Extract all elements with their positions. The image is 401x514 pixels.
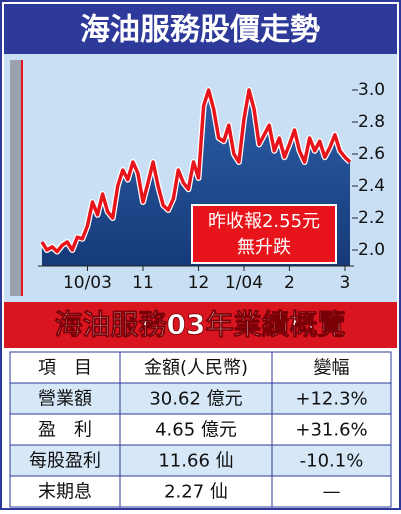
table-cell: 盈 利 bbox=[38, 420, 92, 441]
line bbox=[40, 88, 352, 254]
annotation: 昨收報2.55元 bbox=[208, 211, 320, 232]
y-tick-label: 2.8 bbox=[358, 112, 385, 132]
table-cell: 項 目 bbox=[38, 358, 92, 379]
x-tick-label: 11 bbox=[132, 273, 154, 293]
table-row bbox=[9, 475, 392, 508]
table-cell: 4.65 億元 bbox=[155, 420, 237, 441]
table-cell: +31.6% bbox=[295, 420, 367, 441]
table-cell: 30.62 億元 bbox=[149, 389, 242, 410]
annotation: 無升跌 bbox=[237, 237, 291, 258]
title-bar bbox=[4, 4, 397, 54]
table-cell: 營業額 bbox=[38, 389, 92, 410]
x-tick-label: 2 bbox=[284, 273, 295, 293]
x-tick-label: 10/03 bbox=[63, 273, 112, 293]
table-title: 海油服務03年業績概覽 bbox=[55, 308, 346, 341]
table-cell: 11.66 仙 bbox=[158, 451, 233, 472]
table-cell: 末期息 bbox=[38, 482, 92, 503]
table-cell: 金額(人民幣) bbox=[144, 358, 248, 379]
y-tick-label: 3.0 bbox=[358, 80, 385, 100]
table-title-bar bbox=[4, 302, 397, 348]
table-cell: +12.3% bbox=[295, 389, 367, 410]
side-strip bbox=[10, 60, 22, 296]
table-cell: 變幅 bbox=[314, 358, 350, 379]
table-cell: 2.27 仙 bbox=[164, 482, 228, 503]
y-tick-label: 2.6 bbox=[358, 144, 385, 164]
table-row bbox=[9, 444, 392, 477]
table-cell: -10.1% bbox=[300, 451, 364, 472]
table-row bbox=[9, 382, 392, 415]
annotation-box bbox=[191, 204, 337, 264]
chart-title: 海油服務股價走勢 bbox=[80, 13, 320, 48]
table-cell: — bbox=[323, 482, 341, 503]
x-tick-label: 12 bbox=[188, 273, 210, 293]
table-cell: 每股盈利 bbox=[29, 451, 101, 472]
y-tick-label: 2.4 bbox=[358, 176, 385, 196]
x-tick-label: 3 bbox=[340, 273, 351, 293]
y-tick-label: 2.2 bbox=[358, 208, 385, 228]
x-tick-label: 1/04 bbox=[225, 273, 263, 293]
table-row bbox=[9, 413, 392, 446]
y-tick-label: 2.0 bbox=[358, 240, 385, 260]
